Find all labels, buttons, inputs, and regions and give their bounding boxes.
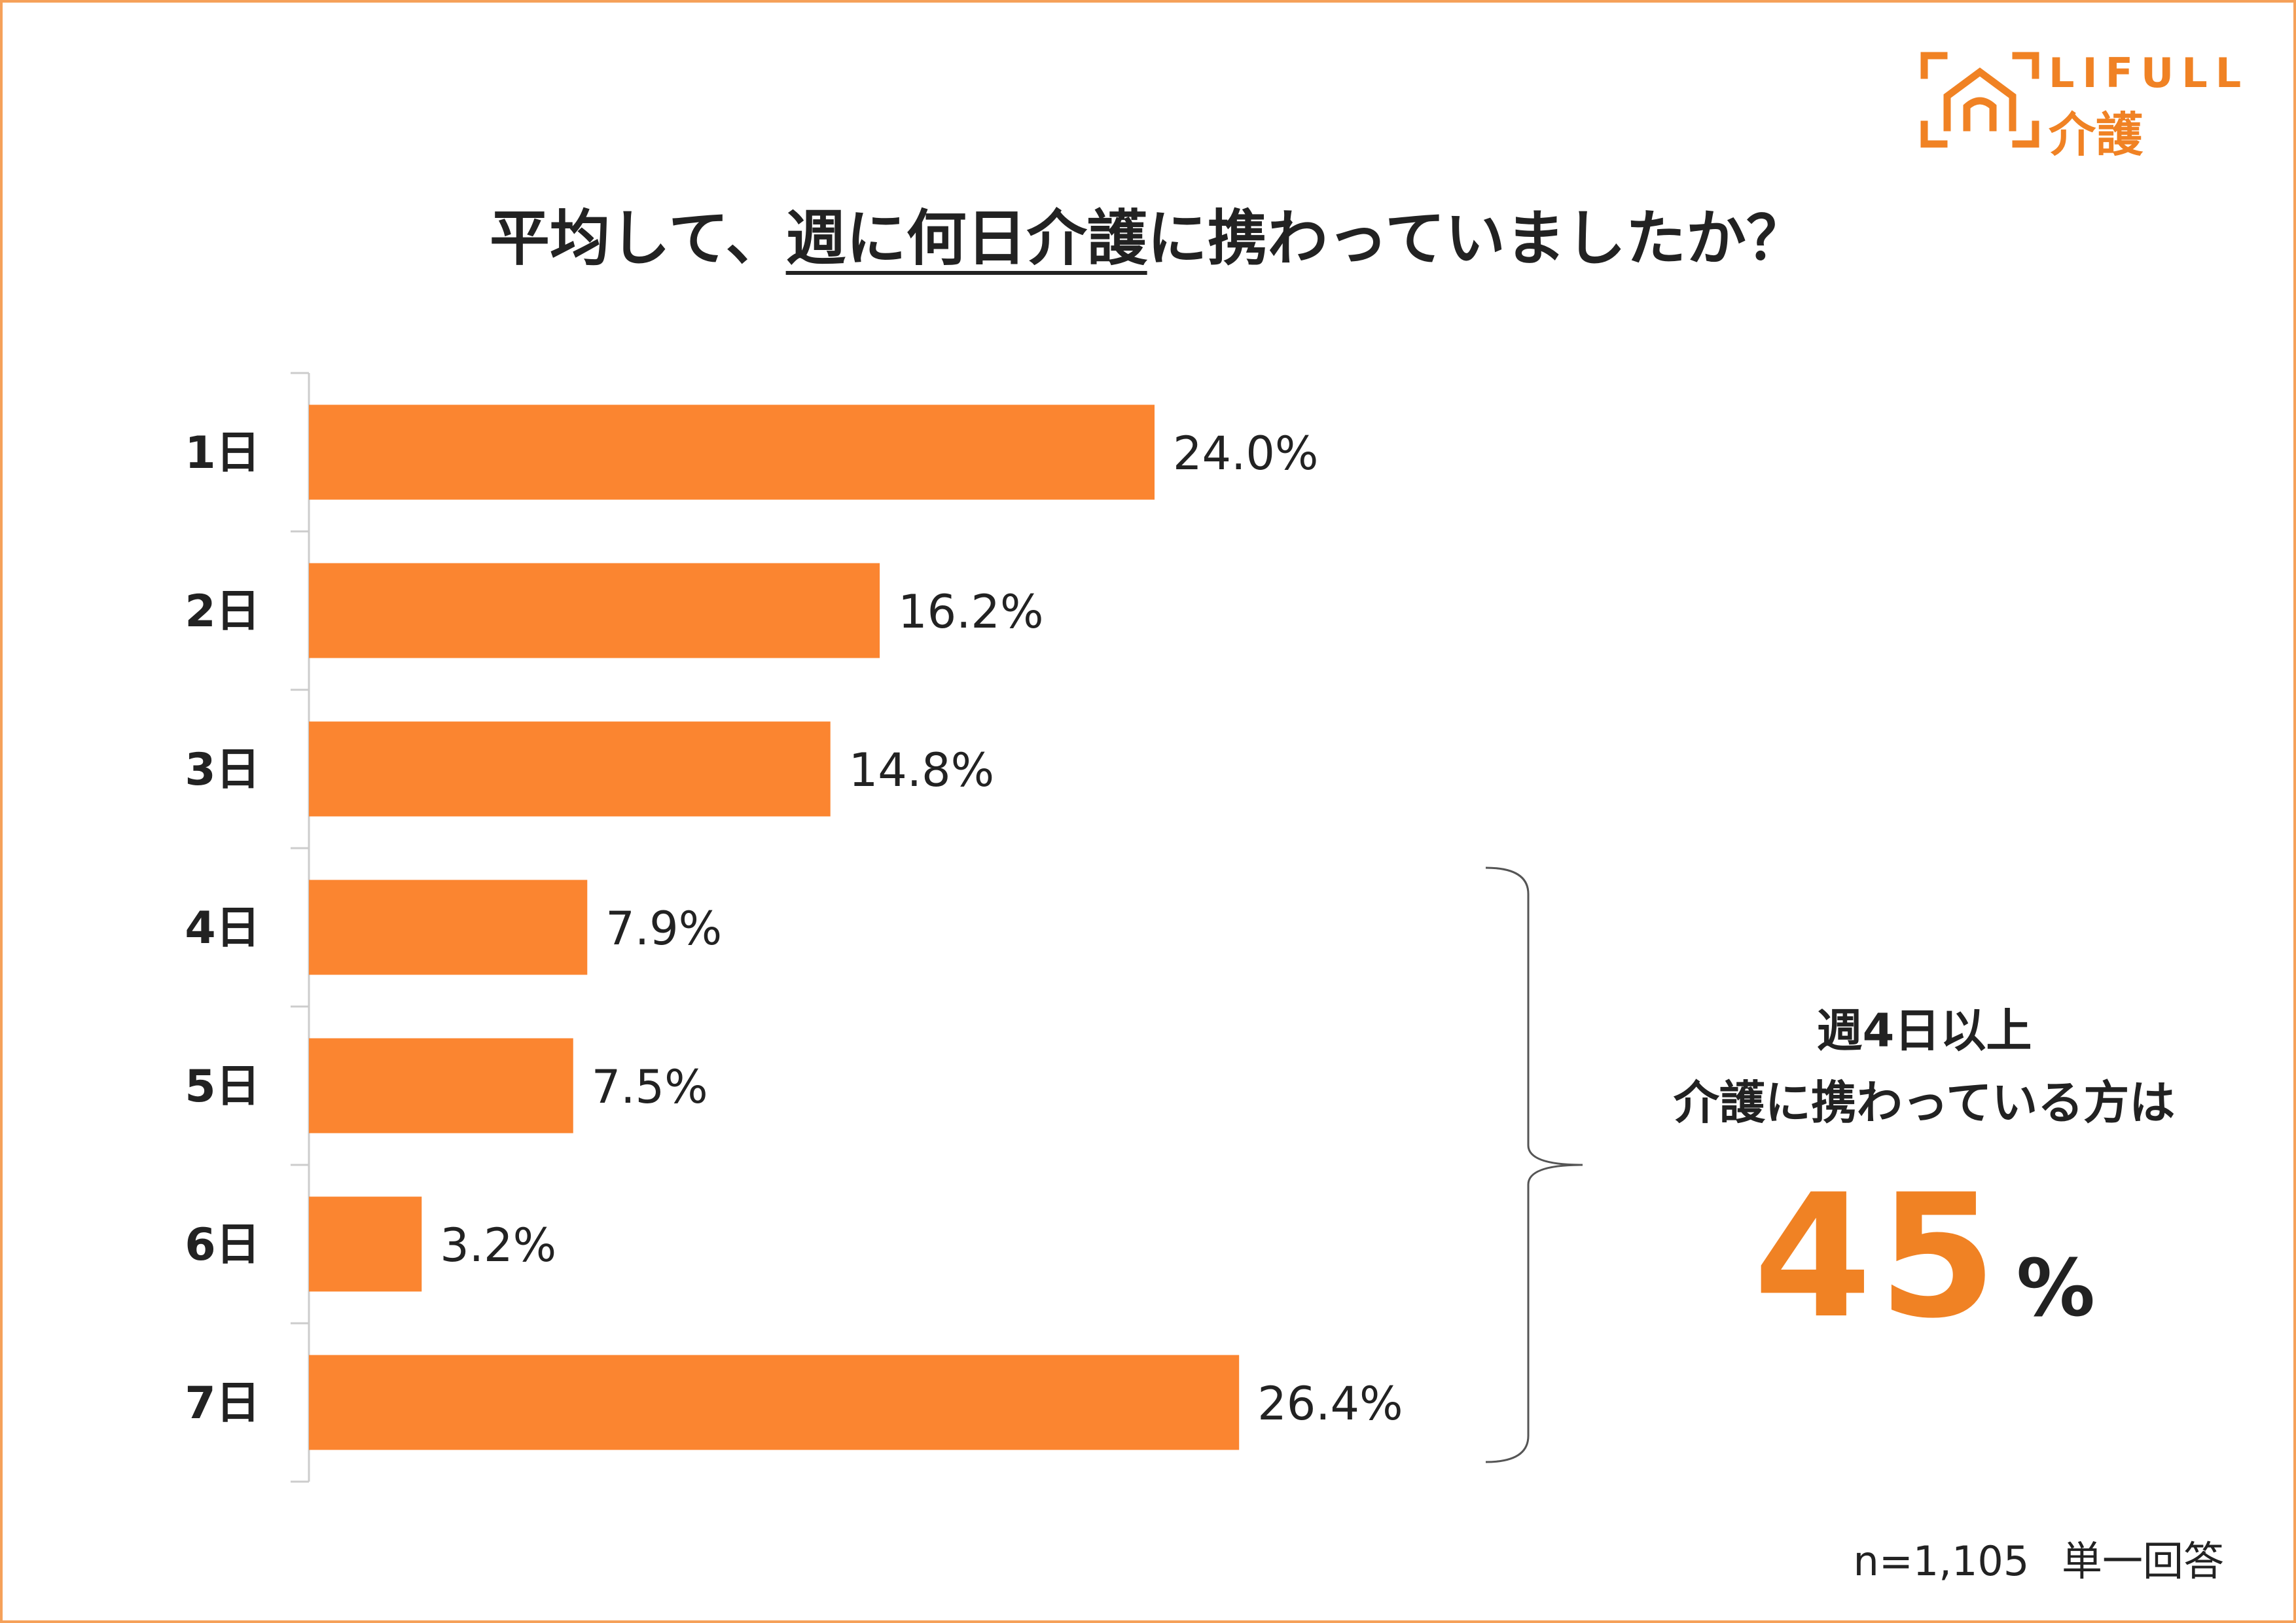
- bar-1: [309, 404, 1155, 500]
- callout-line-1: 週4日以上: [1816, 1004, 2032, 1058]
- callout-percentage: 45: [1753, 1158, 2003, 1356]
- bar-6: [309, 1196, 422, 1292]
- logo-sub-text: 介護: [2049, 107, 2144, 162]
- value-label: 26.4%: [1257, 1377, 1403, 1431]
- value-label: 3.2%: [440, 1219, 556, 1272]
- title-part-2: に携わっていましたか？: [1147, 204, 1807, 274]
- callout-line-2: 介護に携わっている方は: [1673, 1076, 2176, 1130]
- summary-callout: 週4日以上 介護に携わっている方は 45%: [1532, 995, 2296, 1356]
- house-bracket-icon: [1920, 52, 2039, 148]
- title-part-1: 平均して、: [489, 204, 786, 274]
- category-label: 6日: [185, 1219, 260, 1271]
- sample-size-note: n=1,105 単一回答: [1853, 1537, 2224, 1585]
- value-label: 24.0%: [1173, 427, 1318, 480]
- callout-highlight: 45%: [1532, 1158, 2296, 1356]
- category-label: 4日: [185, 902, 260, 954]
- category-label: 1日: [185, 427, 260, 479]
- category-label: 2日: [185, 586, 260, 637]
- bar-5: [309, 1038, 573, 1133]
- bar-2: [309, 563, 880, 658]
- value-label: 14.8%: [849, 743, 994, 797]
- bar-4: [309, 880, 588, 975]
- value-label: 16.2%: [898, 585, 1043, 639]
- logo-brand-text: LIFULL: [2049, 49, 2250, 97]
- title-underlined: 週に何日介護: [785, 204, 1147, 274]
- chart-title: 平均して、週に何日介護に携わっていましたか？: [0, 190, 2296, 277]
- callout-percent-sign: %: [2016, 1243, 2096, 1334]
- logo: LIFULL 介護: [1918, 49, 2258, 162]
- group-bracket: [1485, 866, 1583, 1463]
- bar-7: [309, 1355, 1240, 1450]
- value-label: 7.9%: [605, 902, 722, 955]
- value-label: 7.5%: [592, 1060, 708, 1114]
- category-label: 3日: [185, 744, 260, 796]
- bar-3: [309, 721, 831, 817]
- category-label: 5日: [185, 1061, 260, 1113]
- category-label: 7日: [185, 1378, 260, 1429]
